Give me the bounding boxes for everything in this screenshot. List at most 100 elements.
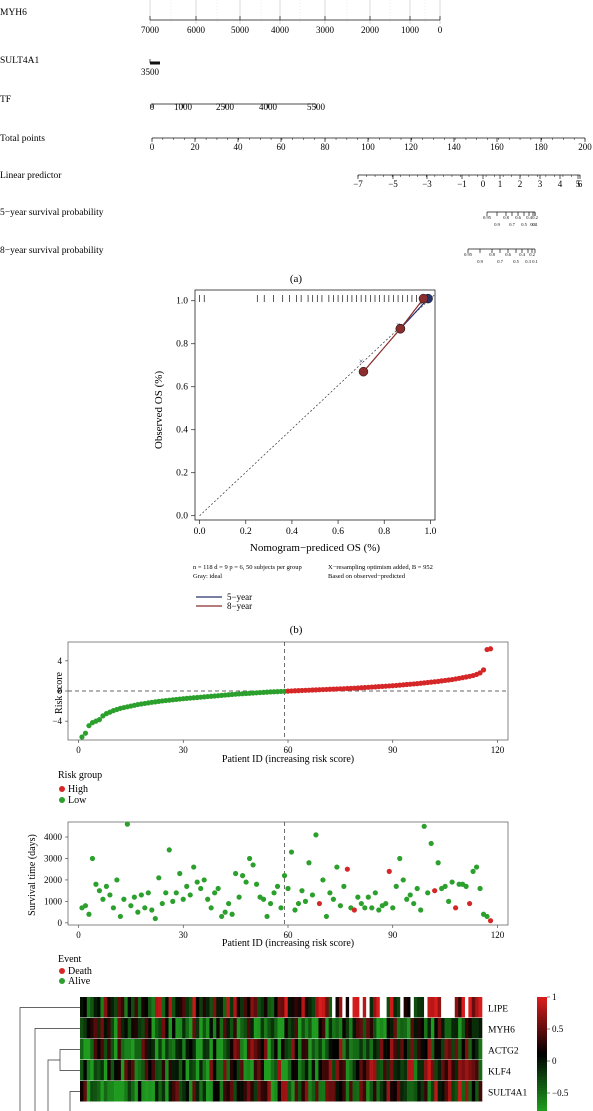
nomogram-tick-label: 5	[576, 179, 581, 189]
heatmap-cell	[80, 1039, 84, 1060]
heatmap-cell	[338, 1018, 343, 1039]
surv-point	[435, 860, 441, 866]
heatmap-cell	[233, 997, 238, 1018]
heatmap-cell	[352, 1039, 357, 1060]
colorbar-segment	[537, 1082, 547, 1086]
heatmap-cell	[226, 997, 231, 1018]
surv-point	[271, 890, 277, 896]
heatmap-cell	[168, 997, 173, 1018]
heatmap-cell	[308, 997, 312, 1018]
heatmap-cell	[151, 1018, 156, 1039]
surv-point	[407, 892, 413, 898]
heatmap-cell	[274, 1039, 278, 1060]
heatmap-cell	[318, 1081, 323, 1102]
heatmap-cell	[413, 1081, 418, 1102]
heatmap-cell	[281, 1039, 285, 1060]
heatmap-cell	[144, 1039, 149, 1060]
heatmap-cell	[83, 1039, 88, 1060]
heatmap-cell	[226, 1060, 231, 1081]
heatmap-cell	[328, 997, 333, 1018]
surv-xtick-label: 60	[284, 930, 294, 940]
heatmap-cell	[468, 1060, 473, 1081]
heatmap-cell	[366, 1081, 370, 1102]
colorbar-segment	[537, 1065, 547, 1069]
surv-point	[397, 855, 403, 862]
heatmap-cell	[250, 1018, 255, 1039]
heatmap-cell	[192, 1060, 197, 1081]
heatmap-cell	[291, 1018, 295, 1039]
heatmap-cell	[93, 1018, 98, 1039]
heatmap-cell	[345, 1081, 350, 1102]
heatmap-cell	[430, 997, 435, 1018]
heatmap-cell	[332, 1039, 336, 1060]
heatmap-cell	[192, 1018, 197, 1039]
heatmap-cell	[195, 1060, 200, 1081]
heatmap-cell	[372, 1039, 377, 1060]
heatmap-cell	[434, 1039, 439, 1060]
heatmap-cell	[396, 1060, 401, 1081]
surv-point	[191, 864, 197, 870]
heatmap-cell	[281, 997, 285, 1018]
heatmap-cell	[246, 1060, 251, 1081]
heatmap-cell	[107, 1081, 111, 1102]
nomogram-tick-label: 0.9	[477, 259, 483, 264]
heatmap-cell	[321, 1018, 326, 1039]
heatmap-cell	[362, 1018, 367, 1039]
heatmap-cell	[315, 1081, 319, 1102]
heatmap-cell	[229, 997, 234, 1018]
heatmap-cell	[308, 1039, 312, 1060]
heatmap-cell	[243, 1039, 248, 1060]
heatmap-cell	[229, 1081, 234, 1102]
colorbar-segment	[537, 997, 547, 1001]
heatmap-cell	[400, 997, 404, 1018]
risk-xtick-label: 120	[491, 745, 505, 755]
dendrogram-branch	[34, 1028, 80, 1111]
heatmap-cell	[294, 1081, 299, 1102]
heatmap-cell	[471, 997, 476, 1018]
legend-dot-low	[59, 797, 65, 803]
heatmap-cell	[246, 997, 251, 1018]
heatmap-cell	[117, 997, 122, 1018]
nomogram-tick-label: 0.9	[494, 222, 500, 227]
colorbar-segment	[537, 1071, 547, 1075]
heatmap-cell	[154, 1039, 159, 1060]
heatmap-cell	[97, 1081, 101, 1102]
surv-ytick-label: 1000	[44, 896, 63, 906]
surv-point	[323, 913, 330, 920]
surv-point	[473, 864, 480, 870]
surv-point	[327, 890, 333, 896]
heatmap-cell	[229, 1018, 234, 1039]
heatmap-cell	[141, 1039, 146, 1060]
surv-point	[233, 870, 239, 877]
heatmap-cell	[270, 1081, 275, 1102]
heatmap-cell	[110, 1081, 115, 1102]
heatmap-cell	[396, 1081, 401, 1102]
surv-point	[351, 907, 357, 913]
nomogram-tick-label: 20	[191, 142, 201, 152]
heatmap-cell	[175, 1039, 180, 1060]
heatmap-cell	[206, 1039, 210, 1060]
heatmap-cell	[458, 1060, 462, 1081]
heatmap-cell	[260, 997, 265, 1018]
heatmap-cell	[441, 1081, 445, 1102]
heatmap-cell	[304, 1039, 309, 1060]
nomogram-tick-label: 0.5	[521, 222, 527, 227]
heatmap-cell	[216, 1018, 220, 1039]
heatmap-cell	[151, 997, 156, 1018]
heatmap-cell	[301, 1081, 306, 1102]
heatmap-cell	[124, 1039, 128, 1060]
heatmap-cell	[441, 997, 445, 1018]
heatmap-cell	[441, 1018, 445, 1039]
heatmap-cell	[437, 1060, 442, 1081]
heatmap-cell	[209, 1018, 214, 1039]
heatmap-cell	[369, 1081, 374, 1102]
risk-ytick-label: 4	[58, 656, 63, 666]
heatmap-cell	[154, 1018, 159, 1039]
heatmap-row-label: LIPE	[488, 1005, 508, 1015]
heatmap-cell	[117, 1060, 122, 1081]
heatmap-cell	[202, 1018, 207, 1039]
heatmap-cell	[195, 1039, 200, 1060]
heatmap-cell	[178, 1039, 183, 1060]
heatmap-cell	[471, 1018, 476, 1039]
heatmap-cell	[447, 1039, 452, 1060]
